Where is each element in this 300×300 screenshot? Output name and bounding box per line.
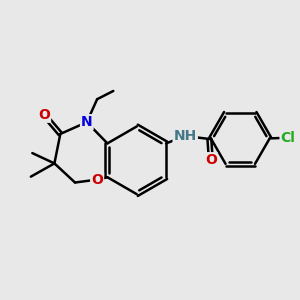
- Text: NH: NH: [174, 129, 197, 143]
- Text: O: O: [38, 108, 50, 122]
- Text: O: O: [205, 153, 217, 167]
- Text: O: O: [91, 172, 103, 187]
- Text: Cl: Cl: [280, 131, 296, 145]
- Text: N: N: [81, 115, 93, 129]
